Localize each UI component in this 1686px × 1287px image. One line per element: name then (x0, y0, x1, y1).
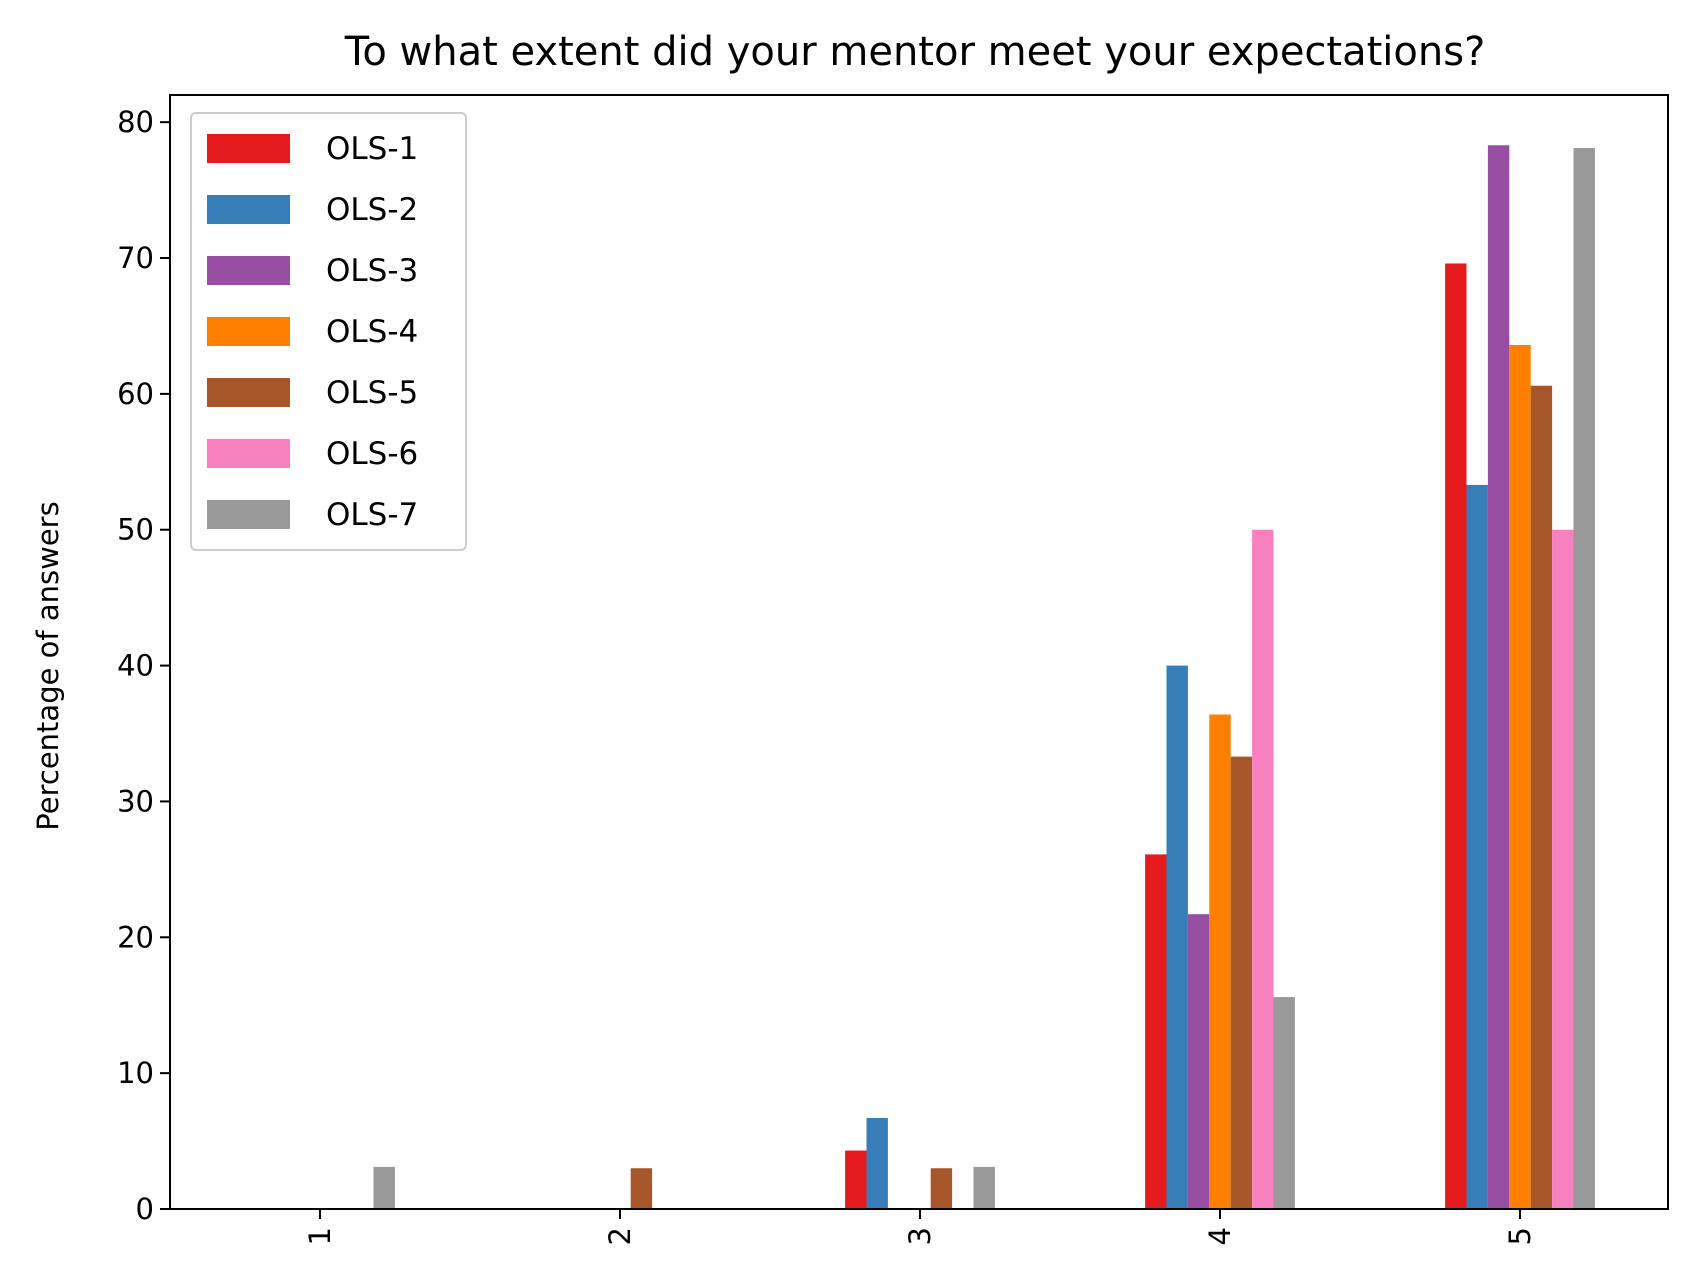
bar-ols-6-cat-4 (1252, 529, 1274, 1209)
legend-swatch-ols-3 (207, 256, 290, 285)
bar-ols-7-cat-4 (1273, 997, 1295, 1209)
legend-label-ols-1: OLS-1 (326, 131, 418, 167)
y-axis-label: Percentage of answers (31, 501, 65, 830)
legend-swatch-ols-2 (207, 195, 290, 224)
bar-ols-5-cat-5 (1530, 385, 1553, 1210)
bar-ols-5-cat-3 (930, 1168, 953, 1209)
legend-swatch-ols-4 (207, 317, 290, 346)
y-tick-label-80: 80 (117, 105, 154, 139)
legend-swatch-ols-6 (207, 439, 290, 468)
x-tick-label-5: 5 (1503, 1227, 1537, 1245)
legend-label-ols-5: OLS-5 (326, 375, 418, 411)
y-tick-label-60: 60 (117, 377, 154, 411)
legend-label-ols-2: OLS-2 (326, 192, 418, 228)
y-tick-label-20: 20 (117, 920, 154, 954)
bar-ols-7-cat-1 (373, 1166, 395, 1209)
legend-label-ols-6: OLS-6 (326, 436, 418, 472)
chart-title: To what extent did your mentor meet your… (344, 29, 1486, 75)
legend-swatch-ols-7 (207, 500, 290, 529)
x-tick-label-3: 3 (903, 1227, 937, 1245)
bar-ols-3-cat-5 (1487, 145, 1510, 1209)
legend-swatch-ols-1 (207, 134, 290, 163)
bars-group (373, 145, 1595, 1210)
bar-ols-6-cat-5 (1552, 529, 1574, 1209)
y-tick-label-0: 0 (136, 1192, 154, 1226)
bar-ols-7-cat-3 (973, 1166, 995, 1209)
bar-ols-2-cat-4 (1166, 665, 1188, 1209)
bar-ols-1-cat-4 (1145, 854, 1167, 1209)
bar-ols-4-cat-5 (1509, 344, 1531, 1210)
bar-ols-1-cat-3 (845, 1150, 867, 1209)
bar-ols-5-cat-4 (1230, 756, 1253, 1209)
bar-ols-2-cat-3 (866, 1117, 888, 1209)
bar-ols-4-cat-4 (1209, 714, 1231, 1209)
legend-swatch-ols-5 (207, 378, 290, 407)
legend: OLS-1 OLS-2 OLS-3 OLS-4 OLS-5 OLS-6 OLS-7 (190, 112, 467, 551)
bar-ols-7-cat-5 (1573, 147, 1595, 1210)
x-tick-label-4: 4 (1203, 1227, 1237, 1245)
y-tick-label-50: 50 (117, 513, 154, 547)
bar-ols-5-cat-2 (630, 1168, 653, 1209)
legend-label-ols-4: OLS-4 (326, 314, 418, 350)
y-tick-label-30: 30 (117, 784, 154, 818)
x-tick-label-1: 1 (303, 1227, 337, 1245)
y-tick-label-70: 70 (117, 241, 154, 275)
bar-ols-3-cat-4 (1187, 914, 1210, 1209)
bar-ols-2-cat-5 (1466, 484, 1488, 1209)
y-tick-label-40: 40 (117, 649, 154, 683)
legend-label-ols-7: OLS-7 (326, 497, 418, 533)
y-tick-label-10: 10 (117, 1056, 154, 1090)
legend-label-ols-3: OLS-3 (326, 253, 418, 289)
bar-ols-1-cat-5 (1445, 263, 1467, 1210)
axes-group: 0 10 20 30 40 50 60 70 80 1 2 3 4 5 (117, 94, 1669, 1245)
x-tick-label-2: 2 (603, 1227, 637, 1245)
